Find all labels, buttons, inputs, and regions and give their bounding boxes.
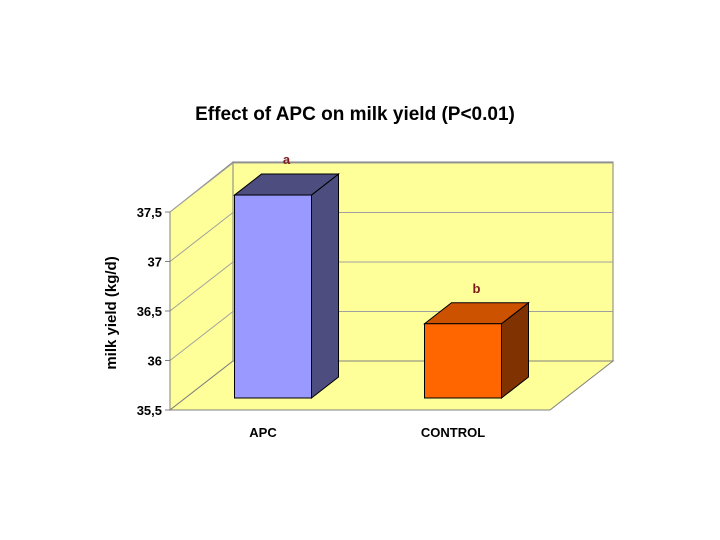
y-ticks: 35,5 36 36,5 37 37,5 — [137, 205, 171, 418]
y-tick-label: 36 — [148, 354, 162, 369]
y-tick-label: 36,5 — [137, 304, 162, 319]
data-labels: ab — [283, 152, 481, 296]
y-tick-label: 37,5 — [137, 205, 162, 220]
gridline — [169, 212, 234, 262]
x-tick-label: CONTROL — [421, 425, 485, 440]
x-tick-labels: APC CONTROL — [249, 425, 485, 440]
data-label: b — [473, 281, 481, 296]
gridline — [169, 162, 234, 213]
bar-front — [424, 323, 502, 399]
bar-front — [234, 194, 312, 399]
y-tick-label: 35,5 — [137, 403, 162, 418]
bar-side — [311, 173, 339, 400]
bar-control — [423, 301, 530, 400]
gridline — [169, 261, 234, 312]
chart-title: Effect of APC on milk yield (P<0.01) — [195, 104, 515, 125]
y-axis-label: milk yield (kg/d) — [103, 256, 120, 369]
y-tick-label: 37 — [148, 255, 162, 270]
x-tick-label: APC — [249, 425, 277, 440]
bar-apc — [233, 173, 340, 400]
gridline — [169, 311, 234, 361]
bars — [233, 173, 530, 400]
data-label: a — [283, 152, 291, 167]
